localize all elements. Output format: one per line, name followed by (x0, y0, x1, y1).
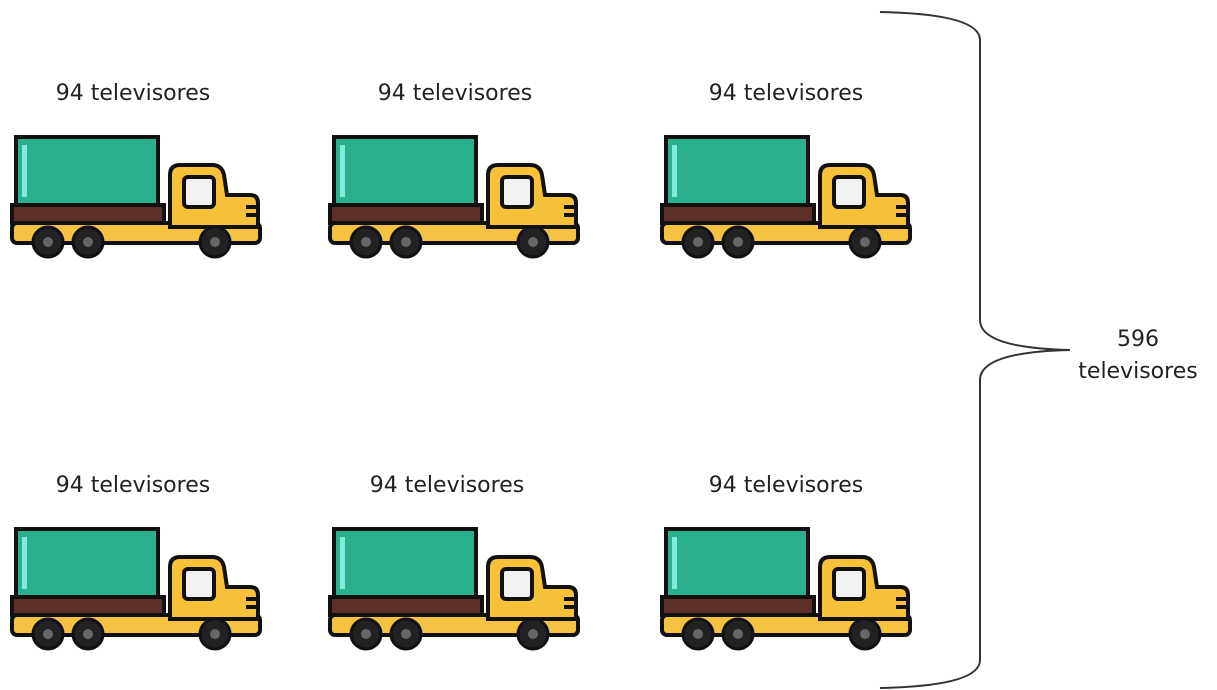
truck-label: 94 televisores (709, 473, 863, 498)
page: 94 televisores 94 televisores 94 televisor… (0, 0, 1217, 690)
truck-icon (662, 137, 910, 257)
truck-icon (330, 529, 578, 649)
truck-label: 94 televisores (378, 81, 532, 106)
truck-label: 94 televisores (709, 81, 863, 106)
brace (880, 12, 1070, 688)
truck-grid: 94 televisores 94 televisores 94 televisor… (12, 81, 910, 649)
total-number: 596 (1117, 327, 1159, 352)
truck-icon (12, 529, 260, 649)
truck-icon (662, 529, 910, 649)
truck-icon (12, 137, 260, 257)
diagram: 94 televisores 94 televisores 94 televisor… (0, 0, 1217, 690)
truck-icon (330, 137, 578, 257)
truck-label: 94 televisores (56, 473, 210, 498)
truck-label: 94 televisores (370, 473, 524, 498)
total-unit: televisores (1078, 359, 1197, 384)
truck-label: 94 televisores (56, 81, 210, 106)
